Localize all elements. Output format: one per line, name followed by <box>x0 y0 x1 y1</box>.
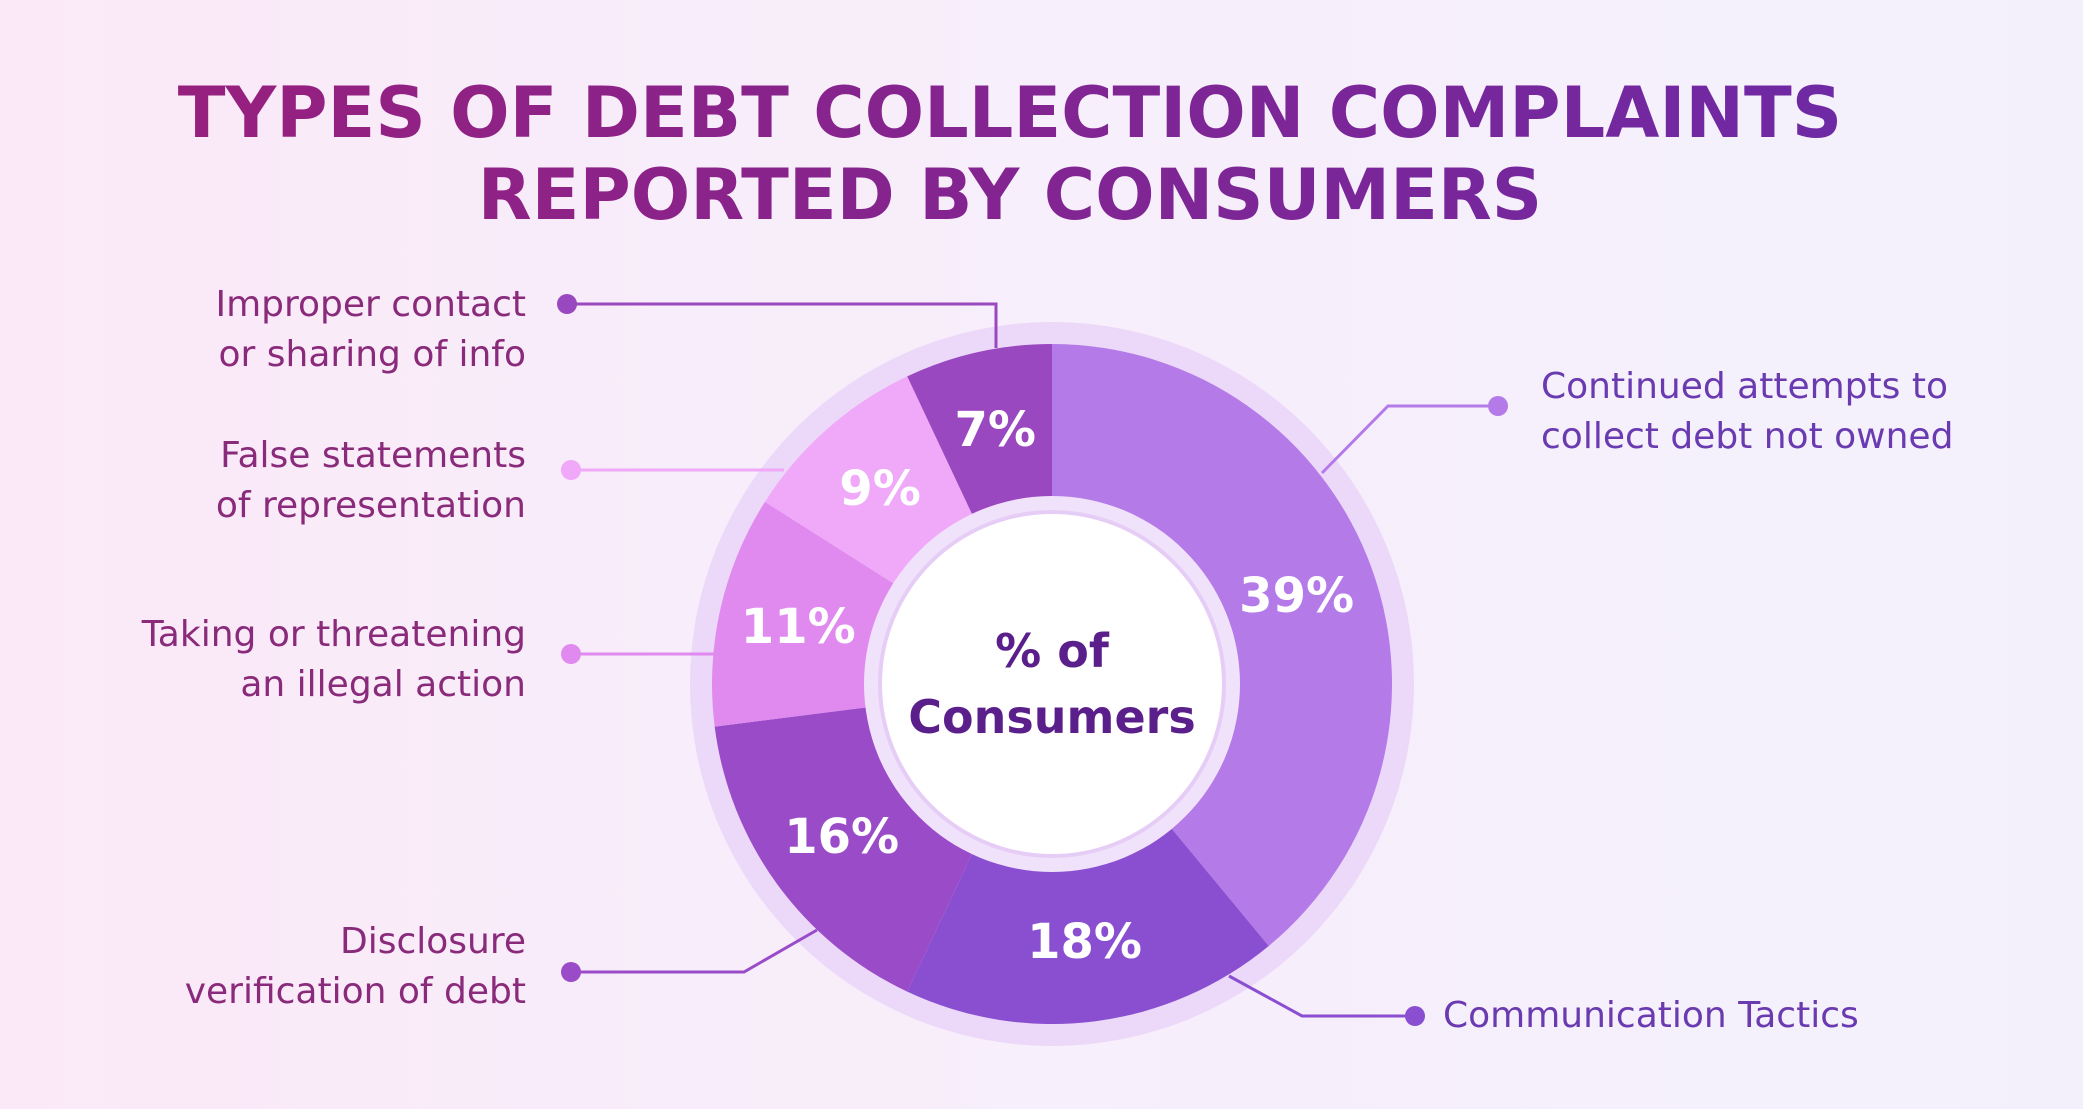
category-label: Continued attempts to collect debt not o… <box>1541 366 1954 457</box>
value-label: 11% <box>740 599 856 656</box>
center-disc <box>878 510 1226 858</box>
leader-dot <box>1405 1006 1425 1026</box>
value-label: 9% <box>839 460 921 517</box>
slice <box>907 822 1269 1024</box>
value-label: 16% <box>784 808 900 865</box>
leader-dot <box>561 962 581 982</box>
value-label: 7% <box>954 402 1037 459</box>
value-label: 18% <box>1027 913 1143 970</box>
leader-line <box>567 302 998 348</box>
leader-dot <box>557 294 577 314</box>
category-label: Improper contact or sharing of info <box>215 284 526 375</box>
slice <box>1052 344 1392 946</box>
leader-line <box>1320 404 1498 475</box>
leader-dot <box>1488 396 1508 416</box>
category-label: Disclosure verification of debt <box>184 921 526 1012</box>
category-label: Communication Tactics <box>1443 995 1859 1036</box>
leader-dot <box>561 460 581 480</box>
leader-line <box>1228 974 1415 1018</box>
leader-dot <box>561 644 581 664</box>
slice <box>714 706 976 992</box>
slice <box>712 501 901 727</box>
center-label: % of Consumers <box>908 624 1196 744</box>
slice <box>907 344 1052 522</box>
category-label: False statements of representation <box>215 435 526 526</box>
leader-line <box>571 928 818 974</box>
value-label: 39% <box>1239 567 1355 624</box>
slice <box>764 376 976 588</box>
chart-title: TYPES OF DEBT COLLECTION COMPLAINTS REPO… <box>0 72 2020 236</box>
category-label: Taking or threatening an illegal action <box>141 614 526 705</box>
